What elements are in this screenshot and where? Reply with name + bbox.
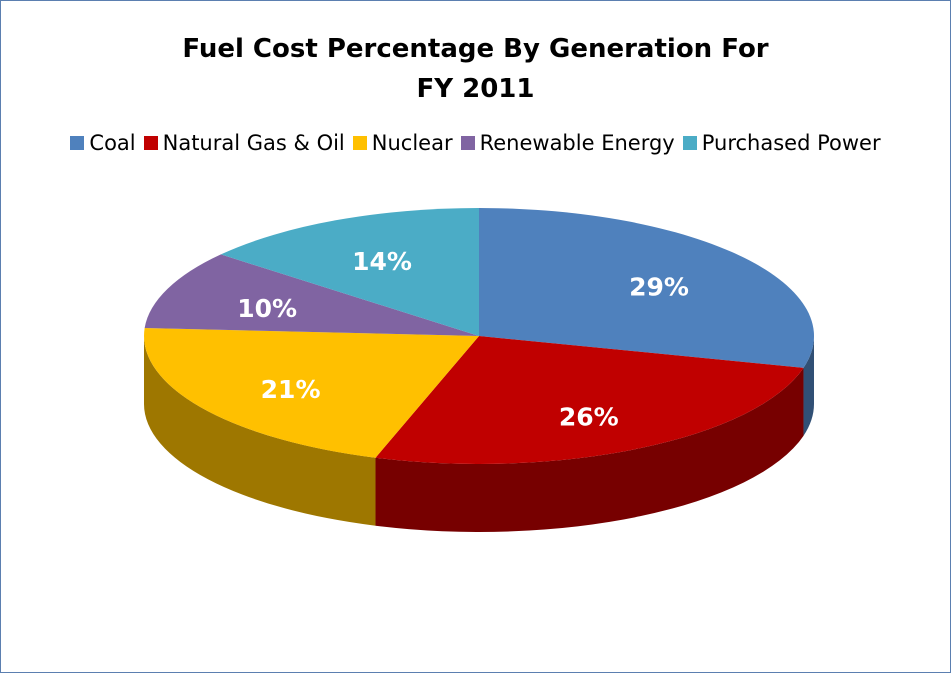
- legend-swatch: [682, 136, 697, 150]
- legend-item: Coal: [70, 131, 136, 155]
- legend-item: Natural Gas & Oil: [143, 131, 345, 155]
- legend: Coal Natural Gas & Oil Nuclear Renewable En…: [1, 131, 950, 155]
- legend-swatch: [460, 136, 475, 150]
- legend-swatch: [70, 136, 85, 150]
- slice: [479, 208, 814, 368]
- legend-item: Nuclear: [352, 131, 453, 155]
- data-label: 21%: [261, 375, 321, 404]
- slice: [375, 336, 804, 464]
- legend-label: Renewable Energy: [479, 131, 675, 155]
- slice: [220, 208, 480, 336]
- data-label: 10%: [237, 294, 297, 323]
- data-label: 29%: [629, 273, 689, 302]
- legend-label: Nuclear: [371, 131, 453, 155]
- slice-side: [375, 367, 804, 532]
- chart-title: Fuel Cost Percentage By Generation For F…: [182, 34, 769, 104]
- slice-side: [144, 336, 376, 526]
- legend-label: Natural Gas & Oil: [162, 131, 345, 155]
- data-label: 14%: [352, 247, 412, 276]
- legend-label: Coal: [89, 131, 136, 155]
- slice-side: [803, 336, 814, 436]
- legend-swatch: [352, 136, 367, 150]
- legend-item: Renewable Energy: [460, 131, 675, 155]
- slice: [144, 327, 479, 458]
- legend-label: Purchased Power: [701, 131, 881, 155]
- data-label: 26%: [559, 402, 619, 431]
- legend-swatch: [143, 136, 158, 150]
- legend-item: Purchased Power: [682, 131, 881, 155]
- slice: [144, 254, 479, 336]
